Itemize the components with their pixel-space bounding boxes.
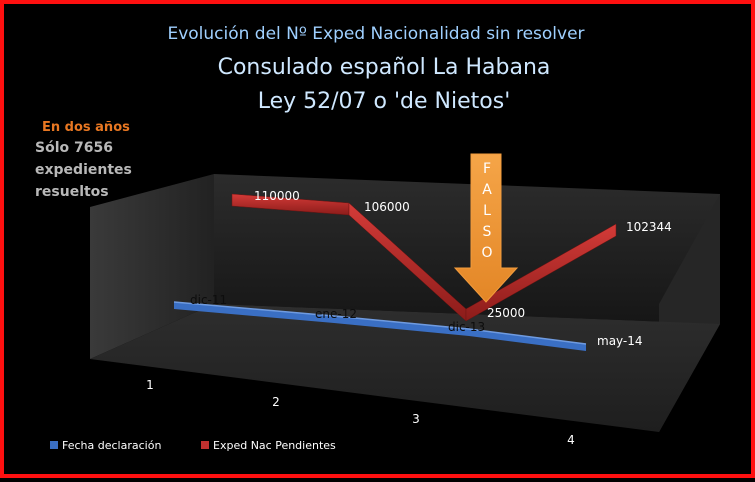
series-fecha-ribbon [174,302,586,351]
legend-swatch-fecha [50,441,58,449]
note-two-years: En dos años [42,120,130,135]
data-label-fecha-4: may-14 [597,334,643,348]
chart-3d-line: 110000 106000 25000 102344 dic-11 ene-12 dic-1… [35,24,720,452]
falso-letter-1: F [483,161,491,177]
falso-arrow [453,153,519,303]
data-label-fecha-2: ene-12 [315,307,357,321]
legend-swatch-exped [201,441,209,449]
x-tick-label-1: 1 [146,378,154,392]
falso-letter-5: O [481,245,492,261]
series-fecha-edge [173,301,587,345]
labels-layer: 110000 106000 25000 102344 dic-11 ene-12 dic-1… [146,153,672,447]
legend-label-fecha: Fecha declaración [62,439,161,452]
data-label-exped-4: 102344 [626,220,672,234]
chart-title: Evolución del Nº Exped Nacionalidad sin … [167,24,584,44]
data-label-exped-1: 110000 [254,189,300,203]
legend: Fecha declaración Exped Nac Pendientes [50,439,336,452]
note-line-2: expedientes [35,162,132,178]
note-line-1: Sólo 7656 [35,140,113,156]
legend-label-exped: Exped Nac Pendientes [213,439,336,452]
data-label-exped-2: 106000 [364,200,410,214]
chart-subtitle-2: Ley 52/07 o 'de Nietos' [258,89,511,114]
series-exped-segment-3 [465,223,617,322]
series-layer [173,193,617,351]
x-tick-label-4: 4 [567,433,575,447]
note-line-3: resueltos [35,184,109,200]
left-wall [90,174,214,359]
x-tick-label-2: 2 [272,395,280,409]
chart-subtitle-1: Consulado español La Habana [218,55,551,80]
data-label-exped-3: 25000 [487,306,525,320]
data-label-fecha-1: dic-11 [190,293,227,307]
data-label-fecha-3: dic-13 [448,320,485,334]
x-tick-label-3: 3 [412,412,420,426]
falso-letter-2: A [482,182,492,198]
floor-plane [90,304,720,432]
falso-letter-3: L [483,203,491,219]
falso-letter-4: S [483,224,492,240]
